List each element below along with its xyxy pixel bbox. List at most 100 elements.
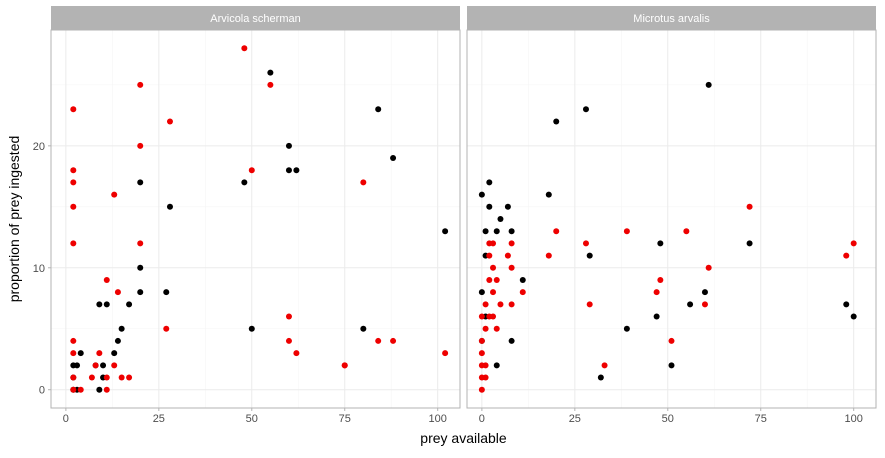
data-point-black <box>586 252 593 259</box>
panel-border <box>50 29 461 409</box>
data-point-black <box>241 179 248 186</box>
data-point-red <box>70 240 77 247</box>
data-point-red <box>490 240 497 247</box>
data-point-red <box>497 301 504 308</box>
data-point-black <box>390 155 397 162</box>
data-point-red <box>701 301 708 308</box>
data-point-black <box>163 289 170 296</box>
data-point-black <box>111 350 118 357</box>
data-point-red <box>390 337 397 344</box>
data-point-black <box>478 191 485 198</box>
panel-border <box>466 29 877 409</box>
data-point-black <box>285 167 292 174</box>
data-point-black <box>267 69 274 76</box>
data-point-black <box>293 167 300 174</box>
data-point-red <box>70 337 77 344</box>
y-tick-label: 10 <box>33 263 45 275</box>
data-point-red <box>582 240 589 247</box>
data-point-black <box>497 216 504 222</box>
data-point-red <box>705 264 712 271</box>
panel-2: Microtus arvalis 0 25 50 75 100 <box>466 6 877 425</box>
data-point-red <box>70 350 77 357</box>
data-point-black <box>442 228 449 235</box>
x-tick-label: 50 <box>246 413 258 425</box>
data-point-black <box>166 203 173 210</box>
data-point-black <box>486 179 493 186</box>
facet-strip <box>467 6 876 30</box>
data-point-red <box>482 374 489 381</box>
data-point-red <box>70 203 77 210</box>
data-point-black <box>137 179 144 186</box>
data-point-red <box>360 179 367 186</box>
data-point-red <box>478 350 485 357</box>
data-point-black <box>360 325 367 332</box>
x-tick-label: 25 <box>569 413 581 425</box>
x-tick-label: 100 <box>845 413 863 425</box>
data-point-black <box>519 276 526 283</box>
data-point-black <box>114 337 121 344</box>
data-point-red <box>103 386 110 393</box>
data-point-black <box>850 313 857 320</box>
data-point-red <box>478 337 485 344</box>
data-point-red <box>375 337 382 344</box>
data-point-red <box>486 276 493 283</box>
data-point-black <box>493 228 500 235</box>
data-point-red <box>493 276 500 283</box>
x-tick-label: 75 <box>755 413 767 425</box>
data-point-red <box>508 240 515 247</box>
data-point-black <box>375 106 382 113</box>
data-point-red <box>70 179 77 186</box>
data-point-red <box>70 386 77 393</box>
panel-background <box>51 30 460 408</box>
x-axis-title: prey available <box>420 430 507 446</box>
data-point-red <box>486 252 493 259</box>
data-point-red <box>482 362 489 369</box>
data-point-red <box>137 142 144 149</box>
data-point-black <box>623 325 630 332</box>
x-tick-label: 25 <box>153 413 165 425</box>
x-tick-label: 50 <box>662 413 674 425</box>
data-point-red <box>137 81 144 88</box>
data-point-red <box>668 337 675 344</box>
data-point-red <box>504 252 511 259</box>
data-point-red <box>490 289 497 296</box>
data-point-red <box>103 374 110 381</box>
data-point-black <box>508 337 515 344</box>
data-point-red <box>166 118 173 125</box>
data-point-red <box>553 228 560 235</box>
data-point-red <box>111 362 118 369</box>
data-point-black <box>504 203 511 210</box>
data-point-red <box>508 301 515 308</box>
data-point-black <box>126 301 133 308</box>
data-point-red <box>241 45 248 52</box>
data-point-red <box>126 374 133 381</box>
data-point-red <box>267 81 274 88</box>
facet-strip <box>51 6 460 30</box>
data-point-red <box>118 374 125 381</box>
data-point-black <box>508 228 515 235</box>
data-point-black <box>100 362 107 369</box>
data-point-red <box>508 264 515 271</box>
data-point-black <box>96 386 103 393</box>
data-point-red <box>493 325 500 332</box>
data-point-red <box>70 374 77 381</box>
data-point-black <box>103 301 110 308</box>
data-point-red <box>111 191 118 198</box>
data-point-red <box>653 289 660 296</box>
data-point-black <box>137 264 144 271</box>
data-point-red <box>103 276 110 283</box>
data-point-red <box>248 167 255 174</box>
data-point-red <box>746 203 753 210</box>
data-point-red <box>137 240 144 247</box>
panel-background <box>467 30 876 408</box>
x-tick-label: 100 <box>429 413 447 425</box>
x-tick-label: 75 <box>339 413 351 425</box>
data-point-red <box>114 289 121 296</box>
data-point-black <box>96 301 103 308</box>
data-point-red <box>285 313 292 320</box>
data-point-black <box>77 350 84 357</box>
data-point-red <box>442 350 449 357</box>
x-tick-label: 0 <box>479 413 485 425</box>
data-point-red <box>490 264 497 271</box>
